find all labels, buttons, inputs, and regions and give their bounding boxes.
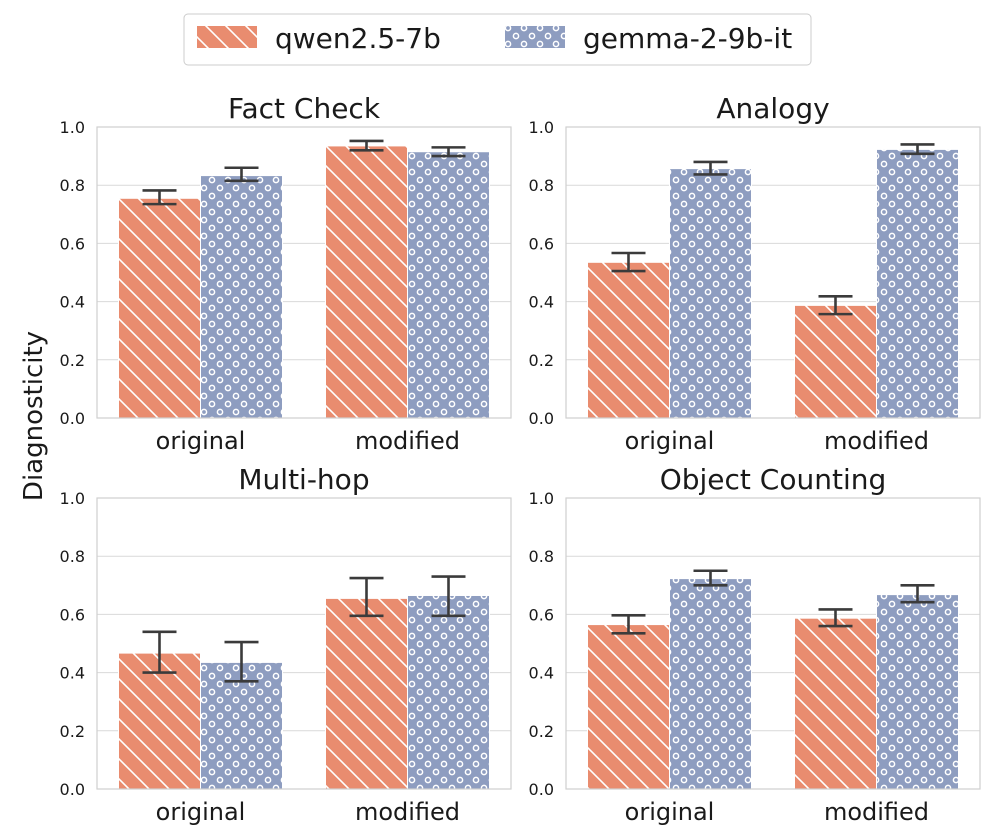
bar-qwen-original <box>118 652 201 790</box>
y-tick-label: 0.2 <box>529 351 554 370</box>
errorbar-gemma-modified <box>900 143 935 156</box>
y-tick-label: 0.4 <box>529 293 554 312</box>
legend-swatch-gemma <box>505 26 565 48</box>
y-tick-label: 0.0 <box>529 780 554 799</box>
bar-gemma-modified <box>407 151 490 419</box>
panel-analogy: 0.0 0.2 0.4 0.6 0.8 1.0 original modified Analog… <box>529 92 981 455</box>
legend-frame <box>183 13 812 66</box>
y-tick-label: 1.0 <box>60 118 85 137</box>
errorbar-gemma-original <box>224 640 259 683</box>
x-tick-label: original <box>156 427 246 455</box>
y-tick-label: 0.6 <box>529 234 554 253</box>
y-tick-label: 0.6 <box>60 605 85 624</box>
panel-title: Object Counting <box>660 463 887 496</box>
y-tick-label: 0.6 <box>529 605 554 624</box>
y-tick-label: 0.0 <box>529 409 554 428</box>
bar-gemma-modified <box>876 594 959 790</box>
panels: 0.0 0.2 0.4 0.6 0.8 1.0 original modified Fact C… <box>60 92 981 826</box>
errorbar-gemma-modified <box>431 146 466 158</box>
y-tick-label: 0.4 <box>529 664 554 683</box>
errorbar-qwen-modified <box>818 608 853 628</box>
y-tick-label: 0.4 <box>60 293 85 312</box>
errorbar-qwen-original <box>611 613 646 635</box>
y-tick-label: 0.0 <box>60 409 85 428</box>
y-tick-label: 0.0 <box>60 780 85 799</box>
axes-frame <box>96 497 512 790</box>
bar-gemma-original <box>200 175 283 419</box>
x-tick-label: original <box>156 798 246 826</box>
x-tick-label: original <box>625 427 715 455</box>
bar-qwen-original <box>587 261 670 419</box>
y-tick-label: 0.2 <box>60 722 85 741</box>
x-tick-label: modified <box>355 798 460 826</box>
legend: qwen2.5-7b gemma-2-9b-it <box>183 13 812 66</box>
x-tick-label: modified <box>824 427 929 455</box>
legend-label-gemma: gemma-2-9b-it <box>583 22 792 55</box>
y-tick-label: 0.8 <box>60 547 85 566</box>
axes-frame <box>565 497 981 790</box>
y-tick-label: 1.0 <box>529 489 554 508</box>
legend-swatch-qwen <box>197 26 257 48</box>
axes-frame <box>565 126 981 419</box>
bar-qwen-modified <box>794 617 877 790</box>
y-tick-label: 0.8 <box>529 547 554 566</box>
panel-title: Analogy <box>716 92 829 125</box>
panel-title: Multi-hop <box>238 463 369 496</box>
panel-title: Fact Check <box>228 92 381 125</box>
panel-fact-check: 0.0 0.2 0.4 0.6 0.8 1.0 original modified Fact C… <box>60 92 512 455</box>
errorbar-gemma-original <box>693 569 728 587</box>
bar-gemma-original <box>669 168 752 419</box>
y-tick-label: 0.2 <box>529 722 554 741</box>
x-tick-label: original <box>625 798 715 826</box>
errorbar-qwen-original <box>142 630 177 674</box>
bar-qwen-original <box>587 624 670 790</box>
x-tick-label: modified <box>355 427 460 455</box>
errorbar-gemma-original <box>224 166 259 183</box>
y-tick-label: 0.2 <box>60 351 85 370</box>
errorbar-qwen-modified <box>349 576 384 618</box>
errorbar-gemma-modified <box>431 575 466 618</box>
y-tick-label: 1.0 <box>529 118 554 137</box>
x-tick-label: modified <box>824 798 929 826</box>
bar-qwen-modified <box>794 304 877 419</box>
bar-qwen-modified <box>325 145 408 419</box>
bar-gemma-modified <box>876 148 959 419</box>
errorbar-qwen-modified <box>349 139 384 152</box>
panel-object-counting: 0.0 0.2 0.4 0.6 0.8 1.0 original modified Object… <box>529 463 981 826</box>
panel-multi-hop: 0.0 0.2 0.4 0.6 0.8 1.0 original modified Multi-… <box>60 463 512 826</box>
bar-qwen-original <box>118 197 201 419</box>
y-tick-label: 0.8 <box>60 176 85 195</box>
axes-frame <box>96 126 512 419</box>
bar-qwen-modified <box>325 597 408 790</box>
errorbar-qwen-modified <box>818 295 853 316</box>
y-tick-label: 0.6 <box>60 234 85 253</box>
errorbar-gemma-original <box>693 160 728 176</box>
bar-gemma-original <box>200 661 283 790</box>
errorbar-qwen-original <box>142 189 177 206</box>
y-tick-label: 0.4 <box>60 664 85 683</box>
y-axis-label: Diagnosticity <box>19 331 49 501</box>
errorbar-gemma-modified <box>900 583 935 604</box>
bar-gemma-original <box>669 578 752 790</box>
y-tick-label: 0.8 <box>529 176 554 195</box>
errorbar-qwen-original <box>611 251 646 273</box>
y-tick-label: 1.0 <box>60 489 85 508</box>
bar-gemma-modified <box>407 594 490 790</box>
legend-label-qwen: qwen2.5-7b <box>275 22 441 55</box>
